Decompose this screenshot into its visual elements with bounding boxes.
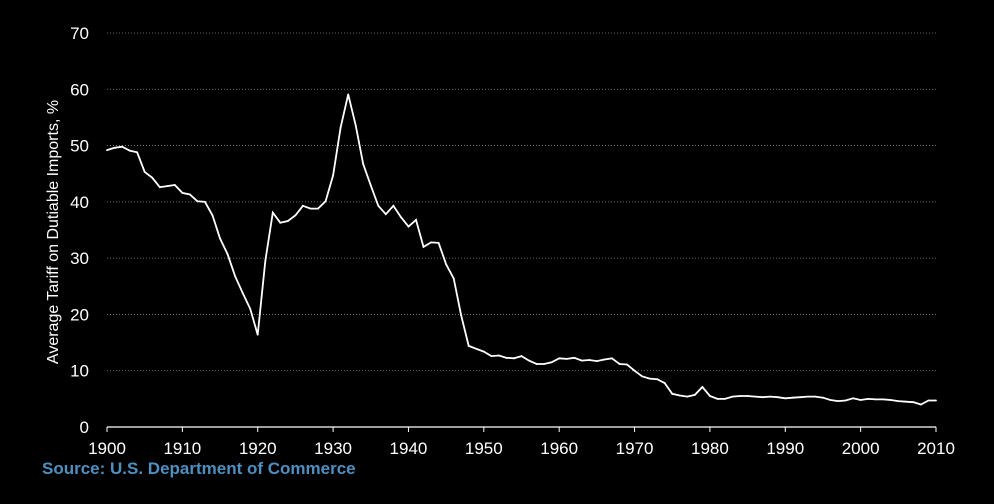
x-tick-label: 1950 <box>465 439 503 458</box>
series-line <box>106 94 936 406</box>
x-tick-label: 1900 <box>88 439 126 458</box>
y-tick-label: 10 <box>70 362 89 381</box>
y-tick-label: 60 <box>70 80 89 99</box>
x-tick-label: 1970 <box>616 439 654 458</box>
y-tick-label: 50 <box>70 137 89 156</box>
x-tick-label: 1960 <box>540 439 578 458</box>
y-tick-label: 0 <box>80 418 89 437</box>
y-tick-label: 40 <box>70 193 89 212</box>
x-tick-label: 1920 <box>239 439 277 458</box>
x-tick-label: 2000 <box>842 439 880 458</box>
y-tick-label: 20 <box>70 305 89 324</box>
x-axis-ticks: 1900 1910 1920 1930 1940 1950 1960 1970 1980 1990… <box>88 427 955 458</box>
y-tick-label: 30 <box>70 249 89 268</box>
y-tick-label: 70 <box>70 24 89 43</box>
x-tick-label: 1990 <box>766 439 804 458</box>
source-note: Source: U.S. Department of Commerce <box>42 459 356 478</box>
data-points <box>106 93 937 406</box>
x-tick-label: 1930 <box>314 439 352 458</box>
x-tick-label: 2010 <box>917 439 955 458</box>
y-axis-ticks: 0 10 20 30 40 50 60 70 <box>70 24 89 437</box>
gridlines <box>107 32 936 372</box>
x-tick-label: 1980 <box>691 439 729 458</box>
x-tick-label: 1940 <box>390 439 428 458</box>
y-axis-label: Average Tariff on Dutiable Imports, % <box>45 100 62 364</box>
x-tick-label: 1910 <box>163 439 201 458</box>
